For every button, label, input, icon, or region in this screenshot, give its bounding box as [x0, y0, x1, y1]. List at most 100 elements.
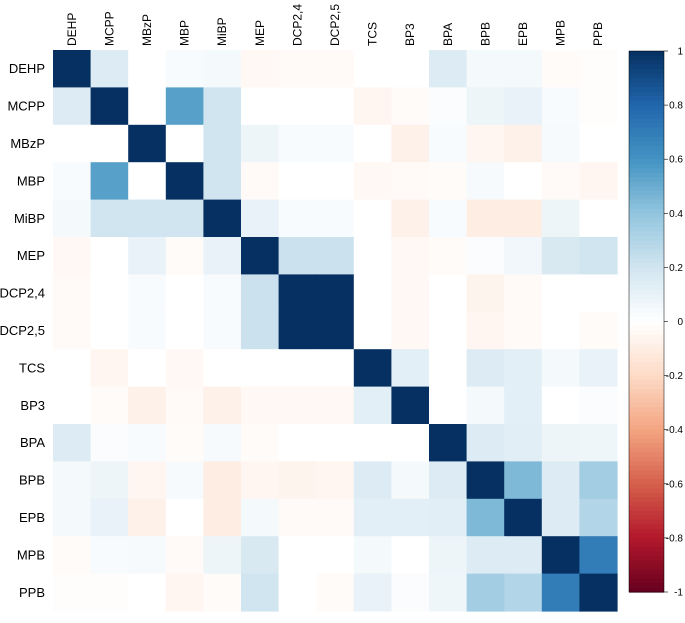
heatmap-cell	[429, 274, 468, 313]
column-label: MiBP	[215, 17, 229, 46]
column-label: MCPP	[102, 11, 116, 46]
heatmap-cell	[53, 87, 92, 126]
row-label: MEP	[17, 248, 45, 263]
colorbar-segment	[629, 190, 664, 196]
heatmap-cell	[579, 573, 618, 612]
heatmap-cell	[53, 124, 92, 163]
heatmap-cell	[504, 162, 543, 201]
heatmap-cell	[203, 162, 242, 201]
column-label: DCP2,4	[290, 4, 304, 46]
heatmap-cell	[504, 461, 543, 500]
colorbar-segment	[629, 542, 664, 548]
heatmap-cell	[53, 311, 92, 350]
heatmap-cell	[429, 199, 468, 238]
colorbar-segment	[629, 551, 664, 557]
colorbar-segment	[629, 398, 664, 404]
heatmap-cell	[504, 237, 543, 275]
row-labels: DEHP MCPP MBzP MBP MiBP MEP DCP2,4 DCP2,5 TCS BP3…	[0, 61, 45, 600]
heatmap-cell	[128, 124, 167, 163]
colorbar-segment	[629, 64, 664, 70]
heatmap-cell	[278, 573, 317, 612]
heatmap-cell	[541, 349, 580, 388]
heatmap-cell	[90, 237, 129, 275]
heatmap-cell	[53, 349, 92, 388]
column-label: TCS	[366, 22, 380, 46]
heatmap-cell	[504, 274, 543, 313]
heatmap-cell	[165, 386, 204, 425]
heatmap-cell	[391, 237, 430, 275]
colorbar-segment	[629, 307, 664, 314]
heatmap-cell	[429, 386, 468, 425]
heatmap-cell	[316, 536, 355, 575]
heatmap-cell	[316, 424, 355, 462]
heatmap-cell	[391, 124, 430, 163]
colorbar-tick-label: -0.2	[666, 371, 684, 382]
colorbar: 1 0.8 0.6 0.4 0.2 0 -0.2 -0.4 -0.6 -0.8 -1	[628, 47, 684, 599]
heatmap-cell	[316, 237, 355, 275]
heatmap-cell	[391, 349, 430, 388]
heatmap-cell	[541, 124, 580, 163]
heatmap-cell	[241, 573, 280, 612]
colorbar-segment	[629, 573, 664, 580]
heatmap-cell	[316, 311, 355, 350]
heatmap-cell	[391, 536, 430, 575]
heatmap-cell	[165, 162, 204, 201]
heatmap-cell	[90, 349, 129, 388]
column-label: DEHP	[65, 13, 79, 46]
column-label: MPB	[554, 20, 568, 46]
heatmap-cell	[90, 162, 129, 201]
heatmap-cell	[128, 424, 167, 462]
heatmap-cell	[128, 87, 167, 126]
colorbar-tick-label: 0.8	[669, 101, 683, 112]
heatmap-cell	[466, 386, 505, 425]
colorbar-tick-label: 0	[677, 317, 683, 328]
row-label: PPB	[19, 585, 45, 600]
heatmap-cell	[90, 199, 129, 238]
colorbar-segment	[629, 280, 664, 287]
heatmap-cell	[579, 87, 618, 126]
heatmap-cell	[316, 498, 355, 537]
colorbar-segment	[629, 208, 664, 214]
colorbar-segment	[629, 519, 664, 525]
colorbar-segment	[629, 524, 664, 530]
heatmap-cell	[391, 87, 430, 126]
heatmap-cell	[203, 349, 242, 388]
heatmap-cell	[53, 199, 92, 238]
heatmap-cell	[278, 498, 317, 537]
colorbar-segment	[629, 82, 664, 88]
heatmap-cell	[429, 87, 468, 126]
colorbar-segment	[629, 199, 664, 205]
row-label: MPB	[17, 547, 45, 562]
heatmap-cell	[90, 536, 129, 575]
colorbar-segment	[629, 69, 664, 75]
colorbar-segment	[629, 303, 664, 309]
heatmap-cell	[241, 536, 280, 575]
colorbar-segment	[629, 375, 664, 381]
heatmap-cell	[165, 199, 204, 238]
heatmap-cell	[541, 573, 580, 612]
colorbar-tick-label: 0.4	[669, 209, 683, 220]
colorbar-segment	[629, 168, 664, 174]
heatmap-cell	[316, 274, 355, 313]
colorbar-segment	[629, 114, 664, 120]
heatmap-cell	[504, 199, 543, 238]
heatmap-cell	[90, 311, 129, 350]
colorbar-segment	[629, 181, 664, 187]
heatmap-cell	[203, 124, 242, 163]
colorbar-segment	[629, 510, 664, 516]
heatmap-cell	[579, 274, 618, 313]
heatmap-cell	[241, 461, 280, 500]
heatmap-cell	[128, 386, 167, 425]
colorbar-segment	[629, 244, 664, 250]
colorbar-segment	[629, 384, 664, 390]
heatmap-cell	[541, 199, 580, 238]
colorbar-segment	[629, 447, 664, 453]
heatmap-cell	[504, 349, 543, 388]
heatmap-cell	[128, 237, 167, 275]
colorbar-segment	[629, 339, 664, 345]
heatmap-cell	[278, 162, 317, 201]
colorbar-segment	[629, 222, 664, 228]
row-label: MCPP	[7, 99, 45, 114]
heatmap-cell	[53, 573, 92, 612]
heatmap-cell	[90, 573, 129, 612]
